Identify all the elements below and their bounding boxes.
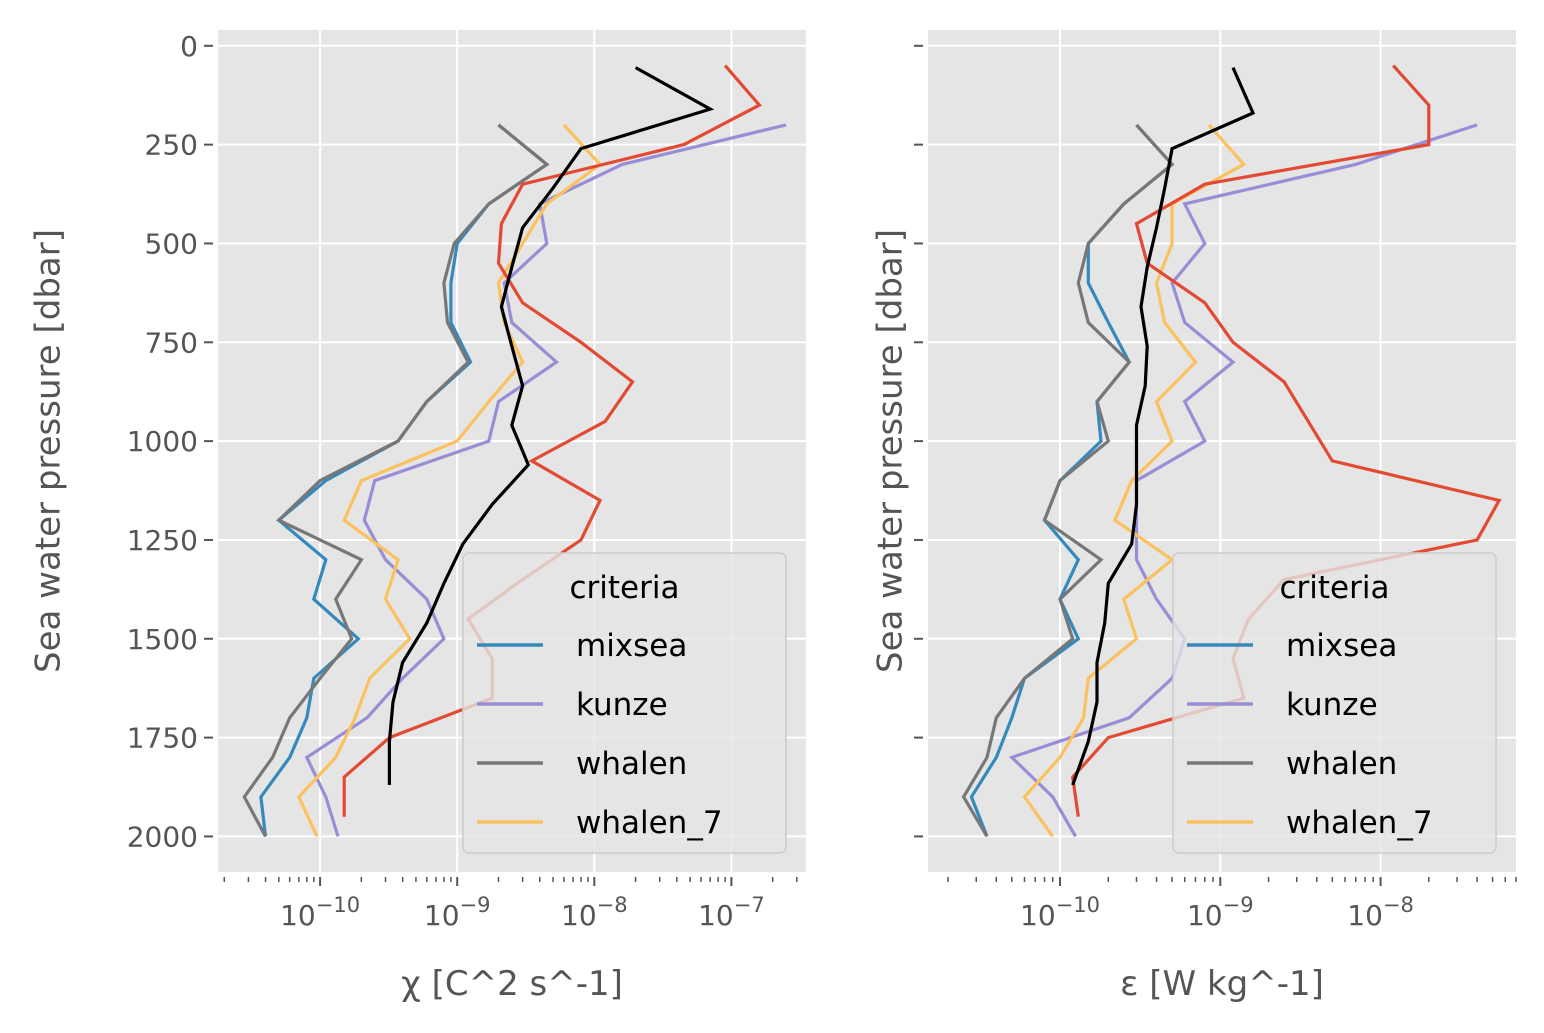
- x-tick-label: 10−10: [1020, 893, 1100, 932]
- legend-label-kunze: kunze: [1286, 687, 1378, 723]
- legend: criteria mixsea kunze whalen whalen_7: [1172, 552, 1497, 854]
- y-tick-label: 250: [145, 129, 198, 162]
- series-line-profile-6: [1071, 66, 1256, 786]
- y-axis-label: Sea water pressure [dbar]: [871, 229, 911, 673]
- y-tick-label: 0: [180, 30, 198, 63]
- chart-panel-1: 0 250 500 750 1000 1250 1500 1750 2000 10−10 10−9 1…: [29, 30, 806, 1004]
- x-tick-label: 10−8: [1347, 893, 1414, 932]
- series-line-whalen: [242, 123, 550, 838]
- y-tick-label: 500: [145, 227, 198, 260]
- series-line-mixsea: [259, 123, 550, 837]
- legend-label-mixsea: mixsea: [1286, 628, 1397, 664]
- chart-panel-2: 10−10 10−9 10−8 ε [W kg^-1] Sea water pressu…: [871, 30, 1517, 1004]
- x-tick-label: 10−8: [561, 893, 628, 932]
- y-tick-label: 1750: [127, 722, 198, 755]
- legend-label-kunze: kunze: [576, 687, 668, 723]
- x-tick-label: 10−10: [280, 893, 360, 932]
- y-tick-label: 1250: [127, 524, 198, 557]
- series-line-whalen_7: [296, 123, 603, 838]
- y-tick-label: 1000: [127, 425, 198, 458]
- x-tick-label: 10−9: [424, 893, 491, 932]
- legend-label-whalen_7: whalen_7: [576, 805, 723, 841]
- y-axis-label: Sea water pressure [dbar]: [29, 229, 69, 673]
- y-tick-label: 1500: [127, 623, 198, 656]
- legend-title: criteria: [570, 570, 680, 606]
- x-axis-label: χ [C^2 s^-1]: [401, 964, 623, 1004]
- legend-label-whalen: whalen: [1286, 746, 1397, 782]
- legend-box: [1172, 552, 1497, 854]
- y-tick-label: 750: [145, 326, 198, 359]
- series-line-kunze: [304, 123, 787, 837]
- series-line-whalen: [961, 123, 1175, 838]
- series-line-whalen_7: [1022, 123, 1247, 838]
- x-tick-label: 10−7: [698, 893, 765, 932]
- legend-label-whalen_7: whalen_7: [1286, 805, 1433, 841]
- legend-label-whalen: whalen: [576, 746, 687, 782]
- legend-title: criteria: [1280, 570, 1390, 606]
- series-line-profile-6: [387, 66, 715, 785]
- legend: criteria mixsea kunze whalen whalen_7: [462, 552, 787, 854]
- legend-box: [462, 552, 787, 854]
- x-axis-label: ε [W kg^-1]: [1120, 964, 1324, 1004]
- x-tick-label: 10−9: [1187, 893, 1254, 932]
- legend-label-mixsea: mixsea: [576, 628, 687, 664]
- y-tick-label: 2000: [127, 820, 198, 853]
